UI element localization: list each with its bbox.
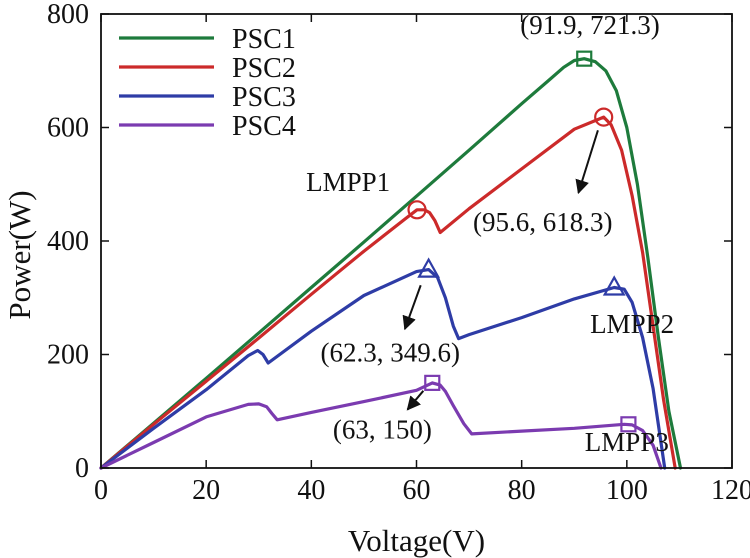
y-tick-label: 0 [75, 453, 89, 484]
x-tick-label: 80 [508, 475, 536, 506]
psc1-gmpp-marker [576, 50, 593, 67]
psc3-gmpp-label: (62.3, 349.6) [320, 337, 459, 367]
y-axis-title: Power(W) [2, 190, 37, 319]
legend-label-psc4: PSC4 [232, 111, 296, 142]
psc4-gmpp-marker [424, 374, 441, 391]
lmpp3-label: LMPP3 [585, 427, 669, 457]
psc2-gmpp-arrow [575, 130, 599, 195]
series-line-psc1 [99, 57, 683, 470]
psc2-lmpp1-marker [407, 200, 427, 220]
series-line-psc4 [99, 381, 663, 470]
arrow-layer [402, 130, 599, 411]
x-tick-label: 20 [192, 475, 220, 506]
annotation-layer: (91.9, 721.3)LMPP1(95.6, 618.3)(62.3, 34… [306, 10, 674, 457]
y-tick-label: 200 [47, 340, 89, 371]
lmpp2-label: LMPP2 [590, 309, 674, 339]
psc3-gmpp-marker [417, 257, 440, 278]
legend-label-psc3: PSC3 [232, 82, 296, 113]
psc3-gmpp-arrow [402, 284, 422, 331]
x-tick-label: 0 [94, 475, 108, 506]
x-tick-label: 100 [606, 475, 648, 506]
series-layer [99, 57, 683, 470]
psc3-lmpp2-marker [602, 275, 626, 296]
legend-label-psc1: PSC1 [232, 24, 296, 55]
tick-layer: 0 20 40 60 80 100 120 0 200 400 600 800 [47, 0, 750, 506]
series-line-psc2 [99, 115, 677, 470]
x-tick-label: 120 [711, 475, 750, 506]
x-tick-label: 60 [403, 475, 431, 506]
x-axis-title: Voltage(V) [348, 523, 485, 558]
psc2-gmpp-label: (95.6, 618.3) [473, 207, 612, 237]
y-tick-label: 800 [47, 0, 89, 30]
y-tick-label: 600 [47, 113, 89, 144]
psc4-lmpp3-marker [620, 416, 637, 433]
y-tick-label: 400 [47, 226, 89, 257]
marker-layer [407, 50, 637, 433]
psc4-gmpp-arrow [406, 390, 425, 411]
legend-label-psc2: PSC2 [232, 53, 296, 84]
lmpp1-label: LMPP1 [306, 167, 390, 197]
psc4-gmpp-label: (63, 150) [333, 414, 432, 444]
psc2-gmpp-marker [594, 107, 614, 127]
x-tick-label: 40 [297, 475, 325, 506]
series-line-psc3 [99, 268, 667, 470]
